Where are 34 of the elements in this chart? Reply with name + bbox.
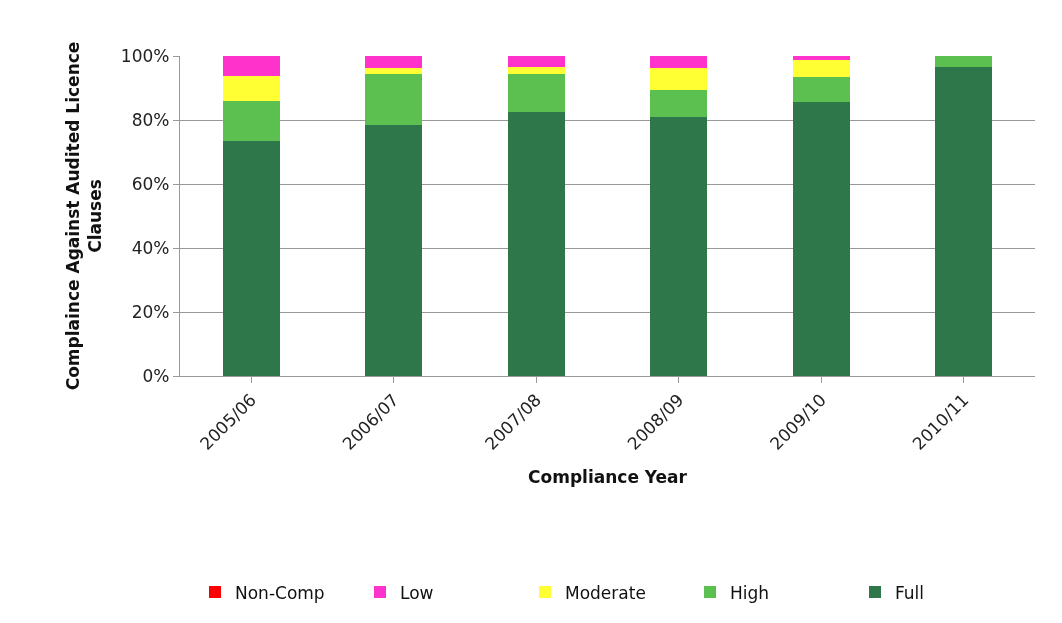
y-tick-label: 80% xyxy=(131,109,170,130)
bar xyxy=(792,102,850,376)
bar xyxy=(650,116,708,376)
legend-label: Full xyxy=(895,582,925,603)
y-tick-label: 0% xyxy=(142,365,170,386)
y-tick-label: 100% xyxy=(120,45,170,66)
bar xyxy=(365,56,423,68)
legend-label: High xyxy=(730,582,770,603)
legend-label: Low xyxy=(400,582,434,603)
bar xyxy=(222,100,280,142)
bar xyxy=(792,77,850,103)
bar xyxy=(507,73,565,112)
y-tick-label: 20% xyxy=(131,301,170,322)
bar xyxy=(222,141,280,376)
bar xyxy=(507,112,565,376)
legend-label: Non-Comp xyxy=(235,582,325,603)
y-tick-label: 60% xyxy=(131,173,170,194)
legend-label: Moderate xyxy=(565,582,646,603)
bar xyxy=(650,56,708,68)
bar xyxy=(365,74,423,126)
bar xyxy=(935,56,993,67)
bar xyxy=(650,67,708,91)
y-tick-label: 40% xyxy=(131,237,170,258)
bar xyxy=(222,76,280,101)
bar xyxy=(507,56,565,67)
bar xyxy=(650,90,708,117)
bar xyxy=(365,125,423,376)
bar xyxy=(792,59,850,78)
bar xyxy=(792,56,850,60)
bar xyxy=(935,66,993,376)
bar xyxy=(222,56,280,77)
bar xyxy=(507,66,565,74)
x-axis-title: Compliance Year xyxy=(528,467,688,488)
y-axis-title: Complaince Against Audited Licence Clauses xyxy=(63,41,106,391)
